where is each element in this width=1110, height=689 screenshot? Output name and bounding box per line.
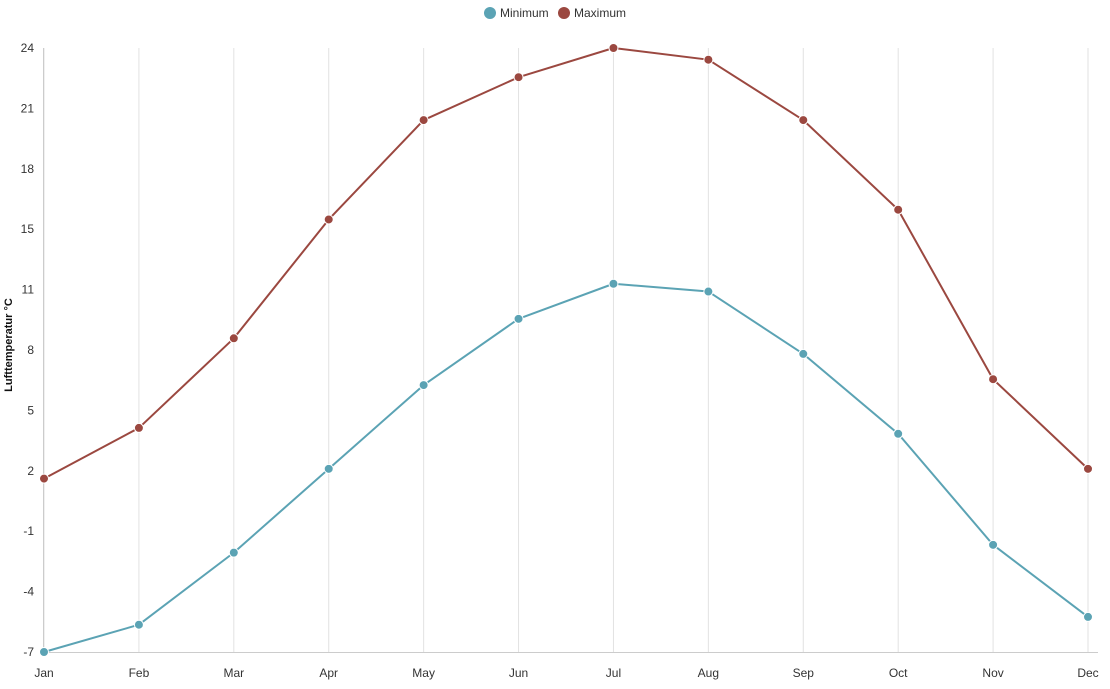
point-maximum-nov[interactable]: [988, 374, 999, 385]
y-tick-11: 11: [22, 283, 35, 297]
point-maximum-mar[interactable]: [228, 333, 239, 344]
y-axis-title: Lufttemperatur °C: [3, 298, 15, 392]
series-points: [39, 43, 1093, 657]
x-tick-jul: Jul: [606, 666, 621, 680]
legend-marker-minimum: [484, 7, 496, 19]
legend-label-minimum: Minimum: [500, 6, 549, 20]
point-minimum-may[interactable]: [418, 380, 429, 391]
point-minimum-feb[interactable]: [133, 619, 144, 630]
point-maximum-jul[interactable]: [608, 43, 619, 53]
x-tick-aug: Aug: [698, 666, 719, 680]
point-minimum-mar[interactable]: [228, 547, 239, 558]
x-tick-mar: Mar: [223, 666, 244, 680]
point-maximum-jun[interactable]: [513, 72, 524, 83]
y-tick-8: 8: [27, 343, 34, 357]
x-tick-apr: Apr: [319, 666, 338, 680]
point-minimum-sep[interactable]: [798, 348, 809, 359]
x-tick-sep: Sep: [793, 666, 815, 680]
legend-item-minimum[interactable]: Minimum: [484, 6, 549, 20]
x-tick-labels: Jan Feb Mar Apr May Jun Jul Aug Sep Oct Nov Dec: [34, 666, 1098, 680]
series-lines: [43, 47, 1089, 653]
point-maximum-oct[interactable]: [893, 204, 904, 215]
x-tick-nov: Nov: [982, 666, 1003, 680]
x-tick-dec: Dec: [1077, 666, 1098, 680]
point-minimum-jul[interactable]: [608, 278, 619, 289]
y-tick-2: 2: [27, 464, 34, 478]
point-maximum-sep[interactable]: [798, 115, 809, 126]
y-tick-minus-7: -7: [23, 645, 34, 659]
y-tick-15: 15: [21, 222, 35, 236]
series-line-minimum: [43, 282, 1089, 653]
legend-item-maximum[interactable]: Maximum: [558, 6, 626, 20]
point-minimum-dec[interactable]: [1083, 611, 1093, 622]
point-maximum-apr[interactable]: [323, 214, 334, 225]
y-tick-21: 21: [21, 101, 35, 115]
point-maximum-dec[interactable]: [1083, 463, 1093, 474]
point-maximum-feb[interactable]: [133, 422, 144, 433]
point-minimum-jun[interactable]: [513, 313, 524, 324]
legend: Minimum Maximum: [484, 6, 626, 20]
y-tick-labels: 24 21 18 15 11 8 5 2 -1 -4 -7: [21, 41, 35, 659]
x-tick-oct: Oct: [889, 666, 908, 680]
point-maximum-may[interactable]: [418, 115, 429, 126]
vertical-gridlines: [43, 48, 1089, 652]
x-tick-feb: Feb: [129, 666, 150, 680]
y-tick-minus-4: -4: [23, 585, 34, 599]
x-tick-jan: Jan: [34, 666, 53, 680]
point-minimum-nov[interactable]: [988, 539, 999, 550]
legend-marker-maximum: [558, 7, 570, 19]
point-minimum-jan[interactable]: [39, 647, 49, 657]
point-minimum-apr[interactable]: [323, 463, 334, 474]
y-tick-24: 24: [21, 41, 35, 55]
point-maximum-aug[interactable]: [703, 54, 714, 65]
legend-label-maximum: Maximum: [574, 6, 626, 20]
point-maximum-jan[interactable]: [39, 473, 49, 484]
series-line-maximum: [43, 47, 1089, 480]
point-minimum-aug[interactable]: [703, 286, 714, 297]
y-tick-minus-1: -1: [23, 524, 34, 538]
y-tick-5: 5: [27, 403, 34, 417]
x-tick-jun: Jun: [509, 666, 528, 680]
point-minimum-oct[interactable]: [893, 428, 904, 439]
x-tick-may: May: [412, 666, 435, 680]
axes: [43, 48, 1098, 653]
y-tick-18: 18: [21, 162, 35, 176]
